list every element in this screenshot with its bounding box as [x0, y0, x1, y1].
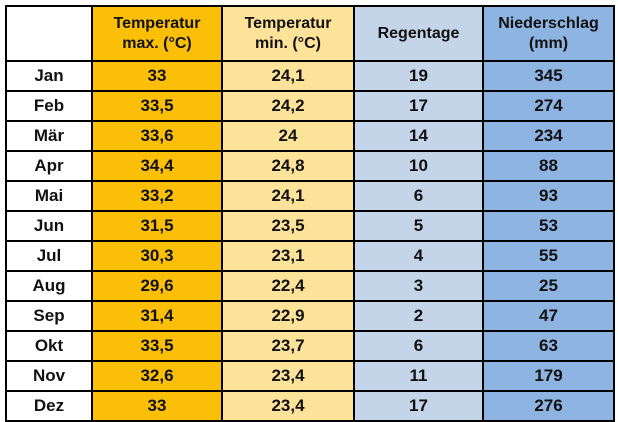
- header-precipitation: Niederschlag (mm): [482, 5, 615, 62]
- temp-min-cell: 23,4: [221, 390, 355, 422]
- month-cell: Sep: [5, 300, 93, 332]
- precipitation-cell: 63: [482, 330, 615, 362]
- precipitation-cell: 274: [482, 90, 615, 122]
- header-temp-min: Temperatur min. (°C): [221, 5, 355, 62]
- precipitation-cell: 53: [482, 210, 615, 242]
- rain-days-cell: 10: [353, 150, 484, 182]
- table-row: Apr 34,4 24,8 10 88: [5, 150, 615, 182]
- temp-max-cell: 33: [91, 390, 223, 422]
- header-month: [5, 5, 93, 62]
- temp-min-cell: 24: [221, 120, 355, 152]
- temp-max-cell: 31,5: [91, 210, 223, 242]
- header-temp-min-line2: min. (°C): [255, 34, 321, 52]
- header-temp-max-line1: Temperatur: [113, 14, 201, 32]
- header-temp-max-line2: max. (°C): [122, 34, 192, 52]
- month-cell: Jun: [5, 210, 93, 242]
- temp-max-cell: 30,3: [91, 240, 223, 272]
- precipitation-cell: 25: [482, 270, 615, 302]
- rain-days-cell: 6: [353, 330, 484, 362]
- table-row: Jun 31,5 23,5 5 53: [5, 210, 615, 242]
- climate-table: Temperatur max. (°C) Temperatur min. (°C…: [5, 5, 615, 422]
- precipitation-cell: 179: [482, 360, 615, 392]
- precipitation-cell: 88: [482, 150, 615, 182]
- temp-min-cell: 24,2: [221, 90, 355, 122]
- temp-min-cell: 23,4: [221, 360, 355, 392]
- header-precipitation-line2: (mm): [528, 34, 569, 52]
- temp-max-cell: 29,6: [91, 270, 223, 302]
- precipitation-cell: 345: [482, 60, 615, 92]
- table-row: Aug 29,6 22,4 3 25: [5, 270, 615, 302]
- temp-min-cell: 24,1: [221, 180, 355, 212]
- table-row: Sep 31,4 22,9 2 47: [5, 300, 615, 332]
- month-cell: Mär: [5, 120, 93, 152]
- month-cell: Mai: [5, 180, 93, 212]
- temp-min-cell: 22,9: [221, 300, 355, 332]
- temp-max-cell: 33,6: [91, 120, 223, 152]
- rain-days-cell: 14: [353, 120, 484, 152]
- table-row: Mai 33,2 24,1 6 93: [5, 180, 615, 212]
- temp-min-cell: 22,4: [221, 270, 355, 302]
- precipitation-cell: 93: [482, 180, 615, 212]
- month-cell: Aug: [5, 270, 93, 302]
- header-temp-max: Temperatur max. (°C): [91, 5, 223, 62]
- table-row: Jul 30,3 23,1 4 55: [5, 240, 615, 272]
- precipitation-cell: 55: [482, 240, 615, 272]
- header-precipitation-line1: Niederschlag: [498, 14, 599, 32]
- temp-max-cell: 33,5: [91, 330, 223, 362]
- month-cell: Jan: [5, 60, 93, 92]
- temp-max-cell: 32,6: [91, 360, 223, 392]
- temp-min-cell: 23,7: [221, 330, 355, 362]
- table-row: Okt 33,5 23,7 6 63: [5, 330, 615, 362]
- rain-days-cell: 3: [353, 270, 484, 302]
- month-cell: Jul: [5, 240, 93, 272]
- rain-days-cell: 4: [353, 240, 484, 272]
- header-rain-days: Regentage: [353, 5, 484, 62]
- month-cell: Nov: [5, 360, 93, 392]
- month-cell: Okt: [5, 330, 93, 362]
- rain-days-cell: 17: [353, 90, 484, 122]
- rain-days-cell: 19: [353, 60, 484, 92]
- temp-max-cell: 33,2: [91, 180, 223, 212]
- temp-min-cell: 24,1: [221, 60, 355, 92]
- header-row: Temperatur max. (°C) Temperatur min. (°C…: [5, 5, 615, 62]
- temp-max-cell: 34,4: [91, 150, 223, 182]
- temp-max-cell: 33: [91, 60, 223, 92]
- precipitation-cell: 276: [482, 390, 615, 422]
- table-row: Feb 33,5 24,2 17 274: [5, 90, 615, 122]
- temp-min-cell: 23,1: [221, 240, 355, 272]
- table-row: Mär 33,6 24 14 234: [5, 120, 615, 152]
- rain-days-cell: 5: [353, 210, 484, 242]
- table-row: Nov 32,6 23,4 11 179: [5, 360, 615, 392]
- temp-max-cell: 33,5: [91, 90, 223, 122]
- rain-days-cell: 17: [353, 390, 484, 422]
- temp-min-cell: 24,8: [221, 150, 355, 182]
- rain-days-cell: 6: [353, 180, 484, 212]
- precipitation-cell: 47: [482, 300, 615, 332]
- header-temp-min-line1: Temperatur: [244, 14, 332, 32]
- month-cell: Apr: [5, 150, 93, 182]
- table-row: Dez 33 23,4 17 276: [5, 390, 615, 422]
- month-cell: Feb: [5, 90, 93, 122]
- temp-min-cell: 23,5: [221, 210, 355, 242]
- rain-days-cell: 2: [353, 300, 484, 332]
- rain-days-cell: 11: [353, 360, 484, 392]
- temp-max-cell: 31,4: [91, 300, 223, 332]
- table-row: Jan 33 24,1 19 345: [5, 60, 615, 92]
- precipitation-cell: 234: [482, 120, 615, 152]
- month-cell: Dez: [5, 390, 93, 422]
